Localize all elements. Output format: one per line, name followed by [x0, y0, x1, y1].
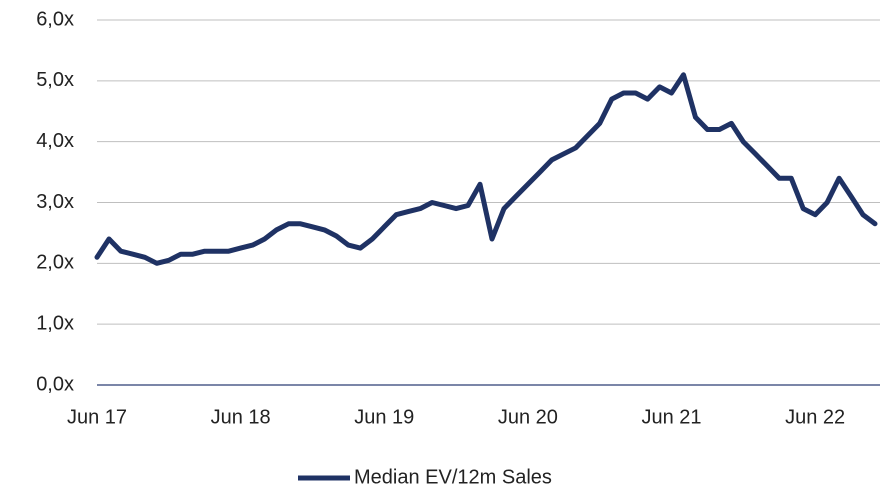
y-tick-label: 2,0x [36, 252, 74, 274]
y-tick-label: 0,0x [36, 373, 74, 395]
x-tick-label: Jun 17 [67, 406, 127, 428]
y-tick-label: 5,0x [36, 69, 74, 91]
x-tick-label: Jun 18 [211, 406, 271, 428]
y-tick-label: 1,0x [36, 312, 74, 334]
x-tick-label: Jun 22 [785, 406, 845, 428]
y-tick-label: 6,0x [36, 8, 74, 30]
x-tick-label: Jun 21 [641, 406, 701, 428]
y-tick-label: 4,0x [36, 130, 74, 152]
line-series [94, 72, 878, 266]
legend-label: Median EV/12m Sales [354, 466, 552, 488]
x-tick-label: Jun 19 [354, 406, 414, 428]
x-tick-label: Jun 20 [498, 406, 558, 428]
y-tick-label: 3,0x [36, 191, 74, 213]
